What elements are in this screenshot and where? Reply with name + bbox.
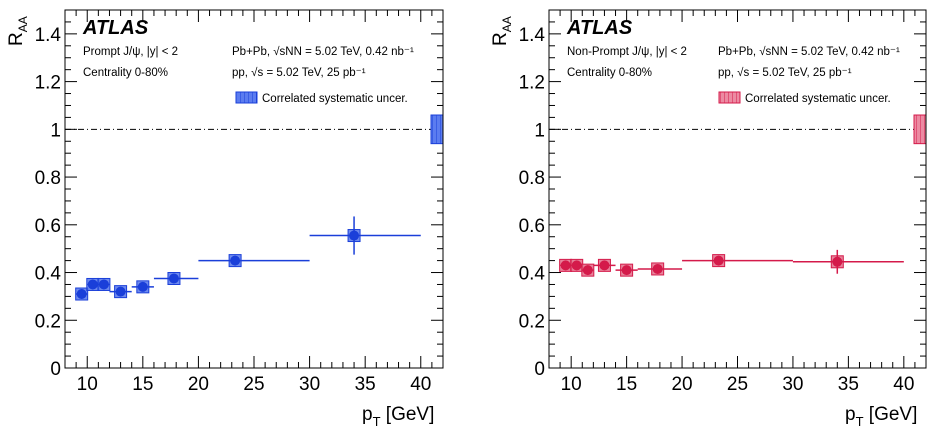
left-plot-frame: [64, 9, 444, 369]
right-x-tick-label: 10: [561, 374, 582, 395]
left-y-tick-label: 1.2: [35, 73, 61, 94]
right-x-tick-label: 15: [616, 374, 637, 395]
right-x-tick-label: 20: [671, 374, 692, 395]
left-x-ticks: 10 15 20 25 30 35 40: [64, 10, 444, 395]
left-legend-label: Correlated systematic uncer.: [262, 93, 408, 105]
left-marker: [87, 279, 98, 290]
left-x-tick-label: 40: [410, 374, 431, 395]
left-marker: [168, 273, 179, 284]
left-marker: [98, 279, 109, 290]
left-data-point: [109, 285, 132, 299]
right-x-tick-label: 25: [727, 374, 748, 395]
right-marker: [560, 260, 571, 271]
left-x-axis-title: pT [GeV]: [362, 404, 434, 429]
left-marker: [76, 289, 87, 300]
right-info-line-2: Centrality 0-80%: [567, 67, 652, 79]
right-data-point: [615, 263, 638, 277]
right-x-axis-title: pT [GeV]: [845, 404, 917, 429]
left-data-point: [97, 277, 111, 291]
left-y-tick-label: 1.4: [35, 25, 62, 46]
left-x-tick-label: 15: [132, 374, 153, 395]
right-y-tick-label: 0.8: [519, 168, 545, 189]
left-y-tick-label: 0.2: [35, 311, 61, 332]
right-data-points: [559, 249, 904, 277]
right-y-axis-subscript: AA: [500, 16, 514, 32]
left-atlas-label: ATLAS: [82, 17, 149, 39]
left-panel: 0 0.2 0.4 0.6 0.8 1 1.2 1.4 10 15 20 25 30 35 40 ATLA…: [6, 9, 444, 429]
left-data-point: [309, 216, 421, 255]
left-y-tick-label: 0.8: [35, 168, 61, 189]
left-data-point: [153, 272, 199, 285]
left-x-axis-subscript: T: [373, 414, 381, 429]
left-x-axis-unit: [GeV]: [381, 404, 435, 425]
right-data-point: [570, 258, 584, 272]
left-x-tick-label: 30: [299, 374, 320, 395]
right-marker: [599, 260, 610, 271]
right-panel: 0 0.2 0.4 0.6 0.8 1 1.2 1.4 10 15 20 25 30 35 40 ATLA…: [490, 9, 927, 429]
left-info-right-1: Pb+Pb, √sNN = 5.02 TeV, 0.42 nb⁻¹: [232, 45, 414, 58]
left-correlated-uncertainty-box: [430, 114, 444, 145]
right-data-point: [637, 262, 683, 276]
left-y-tick-label: 1: [50, 120, 61, 141]
left-x-tick-label: 10: [77, 374, 98, 395]
left-y-axis-subscript: AA: [16, 16, 30, 32]
left-marker: [137, 281, 148, 292]
right-plot-frame: [548, 9, 927, 369]
right-x-tick-label: 30: [782, 374, 803, 395]
right-x-axis-subscript: T: [856, 414, 864, 429]
right-marker: [621, 265, 632, 276]
left-data-points: [75, 216, 421, 301]
right-x-tick-label: 40: [893, 374, 914, 395]
left-data-point: [86, 277, 100, 291]
right-marker: [582, 265, 593, 276]
left-x-tick-label: 35: [355, 374, 376, 395]
left-y-ticks: 0 0.2 0.4 0.6 0.8 1 1.2 1.4: [35, 9, 443, 380]
left-y-tick-label: 0: [50, 359, 61, 380]
right-info-right-1: Pb+Pb, √sNN = 5.02 TeV, 0.42 nb⁻¹: [718, 45, 900, 58]
right-y-tick-label: 0.4: [519, 264, 546, 285]
right-data-point: [593, 258, 616, 272]
left-info-line-1: Prompt J/ψ, |y| < 2: [83, 46, 178, 58]
right-marker: [571, 260, 582, 271]
right-data-point: [792, 249, 904, 274]
right-data-point: [559, 258, 573, 272]
right-data-point: [581, 263, 595, 277]
right-y-tick-label: 1.2: [519, 73, 545, 94]
right-y-axis-title: RAA: [490, 16, 514, 46]
right-marker: [832, 256, 843, 267]
left-y-axis-title: RAA: [6, 16, 30, 46]
left-info-right-2: pp, √s = 5.02 TeV, 25 pb⁻¹: [232, 66, 366, 79]
right-y-tick-label: 1: [534, 120, 545, 141]
left-legend-swatch: [235, 91, 258, 104]
right-info-line-1: Non-Prompt J/ψ, |y| < 2: [567, 46, 687, 58]
left-data-point: [75, 287, 89, 301]
right-legend-label: Correlated systematic uncer.: [745, 93, 891, 105]
right-marker: [713, 255, 724, 266]
right-y-tick-label: 0: [534, 359, 545, 380]
right-info-right-2: pp, √s = 5.02 TeV, 25 pb⁻¹: [718, 66, 852, 79]
right-marker: [652, 263, 663, 274]
right-legend-swatch: [718, 91, 741, 104]
right-correlated-uncertainty-box: [913, 114, 927, 145]
right-data-point: [682, 254, 793, 268]
left-data-point: [198, 254, 310, 268]
right-x-ticks: 10 15 20 25 30 35 40: [548, 10, 927, 395]
left-data-point: [131, 280, 154, 294]
left-y-tick-label: 0.4: [35, 264, 62, 285]
left-y-tick-label: 0.6: [35, 216, 61, 237]
left-marker: [230, 255, 241, 266]
right-x-axis-unit: [GeV]: [864, 404, 918, 425]
right-y-tick-label: 0.6: [519, 216, 545, 237]
right-atlas-label: ATLAS: [566, 17, 633, 39]
left-marker: [349, 230, 360, 241]
left-x-tick-label: 20: [188, 374, 209, 395]
left-marker: [115, 286, 126, 297]
right-y-ticks: 0 0.2 0.4 0.6 0.8 1 1.2 1.4: [519, 9, 926, 380]
right-y-tick-label: 0.2: [519, 311, 545, 332]
right-y-tick-label: 1.4: [519, 25, 546, 46]
right-x-tick-label: 35: [838, 374, 859, 395]
left-x-tick-label: 25: [243, 374, 264, 395]
left-info-line-2: Centrality 0-80%: [83, 67, 168, 79]
